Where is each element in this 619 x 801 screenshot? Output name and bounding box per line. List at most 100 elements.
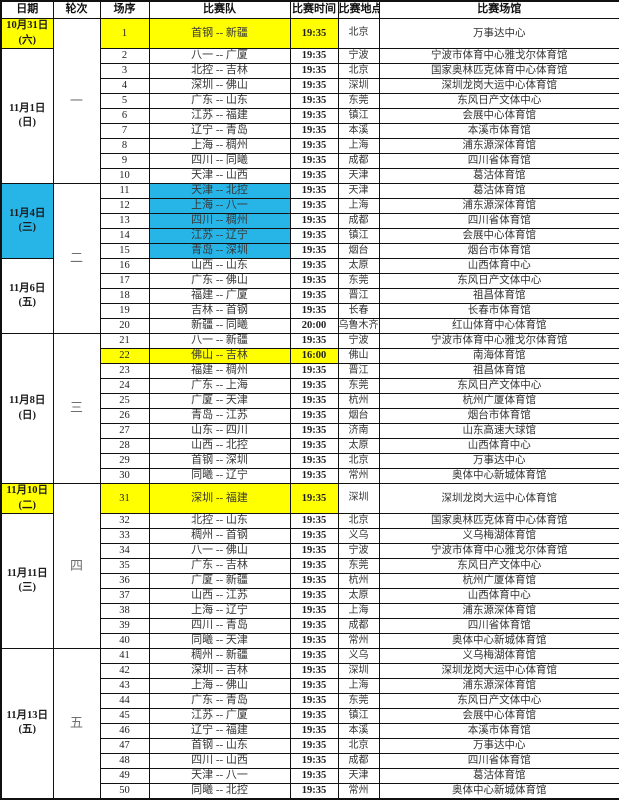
match-no-cell: 15 (99, 243, 150, 259)
match-no-cell: 27 (99, 423, 150, 439)
match-no-cell: 29 (99, 453, 150, 469)
venue-cell: 葛沽体育馆 (378, 768, 619, 784)
venue-cell: 东风日产文体中心 (378, 693, 619, 709)
city-cell: 义乌 (337, 528, 380, 544)
time-cell: 19:35 (289, 782, 339, 800)
venue-cell: 浦东源深体育馆 (378, 678, 619, 694)
teams-cell: 辽宁 -- 青岛 (148, 123, 291, 139)
round-cell: 四 (52, 483, 101, 649)
venue-cell: 长春市体育馆 (378, 303, 619, 319)
teams-cell: 上海 -- 八一 (148, 198, 291, 214)
table-row: 12 上海 -- 八一 19:35 上海 浦东源深体育馆 (1, 198, 619, 214)
teams-cell: 四川 -- 同曦 (148, 153, 291, 169)
venue-cell: 会展中心体育馆 (378, 108, 619, 124)
teams-cell: 稠州 -- 新疆 (148, 648, 291, 664)
table-row: 30 同曦 -- 辽宁 19:35 常州 奥体中心新城体育馆 (1, 468, 619, 484)
city-cell: 义乌 (337, 648, 380, 664)
teams-cell: 江苏 -- 福建 (148, 108, 291, 124)
teams-cell: 北控 -- 山东 (148, 513, 291, 529)
header-city: 比赛地点 (337, 0, 380, 19)
teams-cell: 山西 -- 北控 (148, 438, 291, 454)
match-no-cell: 47 (99, 738, 150, 754)
city-cell: 上海 (337, 678, 380, 694)
time-cell: 19:35 (289, 303, 339, 319)
match-no-cell: 6 (99, 108, 150, 124)
teams-cell: 深圳 -- 佛山 (148, 78, 291, 94)
venue-cell: 深圳龙岗大运中心体育馆 (378, 483, 619, 514)
city-cell: 东莞 (337, 693, 380, 709)
match-no-cell: 39 (99, 618, 150, 634)
match-no-cell: 35 (99, 558, 150, 574)
city-cell: 东莞 (337, 273, 380, 289)
city-cell: 常州 (337, 633, 380, 649)
time-cell: 19:35 (289, 153, 339, 169)
city-cell: 上海 (337, 603, 380, 619)
time-cell: 19:35 (289, 198, 339, 214)
match-no-cell: 18 (99, 288, 150, 304)
table-row: 10 天津 -- 山西 19:35 天津 葛沽体育馆 (1, 168, 619, 184)
teams-cell: 广东 -- 佛山 (148, 273, 291, 289)
venue-cell: 四川省体育馆 (378, 153, 619, 169)
time-cell: 19:35 (289, 393, 339, 409)
date-cell: 11月13日 (五) (0, 647, 54, 800)
venue-cell: 万事达中心 (378, 453, 619, 469)
table-row: 20 新疆 -- 同曦 20:00 乌鲁木齐 红山体育中心体育馆 (1, 318, 619, 334)
weekday-text: (日) (18, 409, 37, 421)
table-row: 3 北控 -- 吉林 19:35 北京 国家奥林匹克体育中心体育馆 (1, 63, 619, 79)
match-no-cell: 23 (99, 363, 150, 379)
city-cell: 上海 (337, 198, 380, 214)
venue-cell: 会展中心体育馆 (378, 708, 619, 724)
teams-cell: 广厦 -- 新疆 (148, 573, 291, 589)
match-no-cell: 48 (99, 753, 150, 769)
match-no-cell: 3 (99, 63, 150, 79)
city-cell: 北京 (337, 63, 380, 79)
venue-cell: 东风日产文体中心 (378, 378, 619, 394)
city-cell: 天津 (337, 768, 380, 784)
teams-cell: 八一 -- 新疆 (148, 333, 291, 349)
city-cell: 成都 (337, 618, 380, 634)
header-date: 日期 (0, 0, 54, 19)
time-cell: 19:35 (289, 663, 339, 679)
round-cell: 五 (52, 647, 101, 800)
header-row: 日期 轮次 场序 比赛队 比赛时间 比赛地点 比赛场馆 (0, 0, 619, 19)
city-cell: 晋江 (337, 363, 380, 379)
match-no-cell: 38 (99, 603, 150, 619)
venue-cell: 东风日产文体中心 (378, 273, 619, 289)
city-cell: 佛山 (337, 348, 380, 364)
table-row: 46 辽宁 -- 福建 19:35 本溪 本溪市体育馆 (1, 723, 619, 739)
header-round: 轮次 (52, 0, 101, 19)
venue-cell: 四川省体育馆 (378, 753, 619, 769)
match-no-cell: 40 (99, 633, 150, 649)
match-no-cell: 12 (99, 198, 150, 214)
city-cell: 成都 (337, 153, 380, 169)
date-cell: 10月31日 (六) (0, 18, 54, 49)
teams-cell: 四川 -- 山西 (148, 753, 291, 769)
match-no-cell: 45 (99, 708, 150, 724)
time-cell: 19:35 (289, 258, 339, 274)
venue-cell: 深圳龙岗大运中心体育馆 (378, 663, 619, 679)
table-row: 35 广东 -- 吉林 19:35 东莞 东风日产文体中心 (1, 558, 619, 574)
teams-cell: 上海 -- 辽宁 (148, 603, 291, 619)
time-cell: 19:35 (289, 768, 339, 784)
venue-cell: 山西体育中心 (378, 438, 619, 454)
city-cell: 深圳 (337, 663, 380, 679)
city-cell: 长春 (337, 303, 380, 319)
match-no-cell: 17 (99, 273, 150, 289)
teams-cell: 广厦 -- 天津 (148, 393, 291, 409)
round-cell: 一 (52, 18, 101, 184)
venue-cell: 义乌梅湖体育馆 (378, 648, 619, 664)
teams-cell: 广东 -- 上海 (148, 378, 291, 394)
match-no-cell: 30 (99, 468, 150, 484)
match-no-cell: 36 (99, 573, 150, 589)
time-cell: 19:35 (289, 78, 339, 94)
header-match-no: 场序 (99, 0, 150, 19)
city-cell: 东莞 (337, 93, 380, 109)
table-row: 8 上海 -- 稠州 19:35 上海 浦东源深体育馆 (1, 138, 619, 154)
venue-cell: 宁波市体育中心雅戈尔体育馆 (378, 543, 619, 559)
header-venue: 比赛场馆 (378, 0, 619, 19)
date-text: 11月11日 (6, 567, 48, 579)
city-cell: 太原 (337, 438, 380, 454)
table-row: 33 稠州 -- 首钢 19:35 义乌 义乌梅湖体育馆 (1, 528, 619, 544)
round-cell: 二 (52, 183, 101, 334)
time-cell: 19:35 (289, 63, 339, 79)
